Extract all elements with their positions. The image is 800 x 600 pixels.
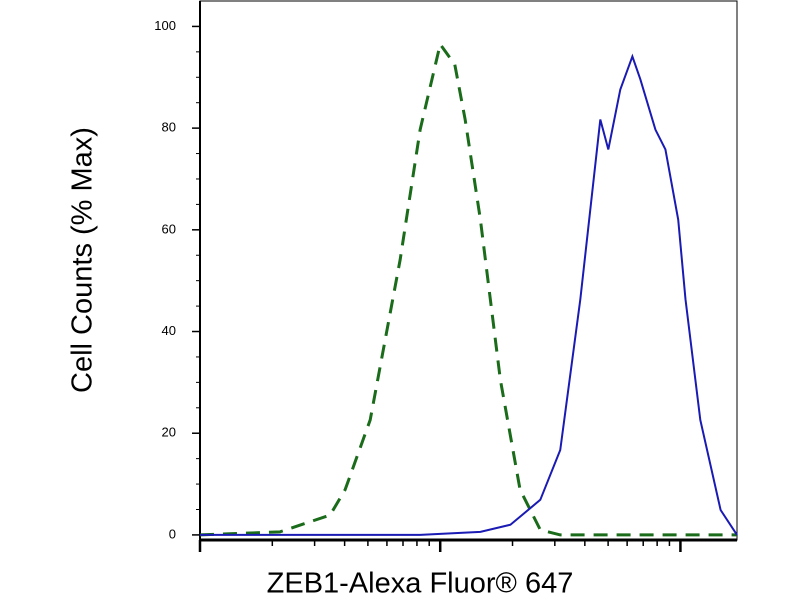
y-tick-label: 0	[169, 526, 176, 541]
x-axis-label: ZEB1-Alexa Fluor® 647	[267, 568, 574, 600]
plot-frame	[199, 0, 738, 541]
y-tick-label: 60	[162, 221, 176, 236]
y-tick-label: 100	[154, 18, 176, 33]
y-tick-label: 80	[162, 120, 176, 135]
y-axis-label: Cell Counts (% Max)	[67, 127, 99, 393]
y-tick-label: 20	[162, 425, 176, 440]
series-line	[200, 53, 738, 536]
y-tick-label: 40	[162, 323, 176, 338]
series-line	[199, 40, 737, 537]
